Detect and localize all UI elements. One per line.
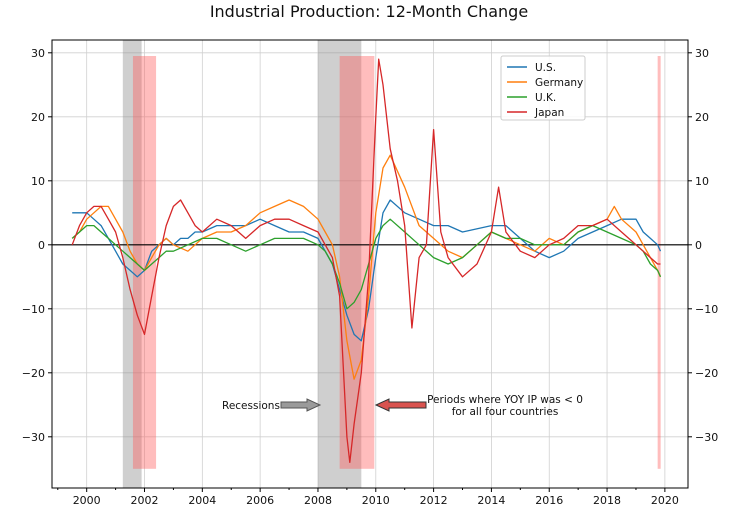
x-tick-label: 2016 (535, 494, 563, 507)
legend-label: U.K. (535, 92, 556, 104)
plot-frame (51, 39, 689, 489)
all-negative-band (657, 56, 661, 469)
y-tick-label-right: 10 (695, 175, 709, 188)
plot-area: 2000 2002 2004 2006 2008 2010 2012 2014 2016 2018… (22, 39, 718, 507)
annotation-allneg-line2: for all four countries (452, 406, 559, 418)
annotation-arrow-red (374, 398, 427, 412)
legend-box (500, 55, 586, 121)
x-tick-label: 2020 (651, 494, 679, 507)
legend-label: Germany (535, 77, 583, 89)
series-line-uk (71, 218, 662, 310)
legend-label: Japan (534, 107, 564, 119)
annotation-allneg-line1: Periods where YOY IP was < 0 (427, 394, 583, 406)
y-tick-label-left: 30 (31, 47, 45, 60)
x-tick-label: 2008 (304, 494, 332, 507)
x-tick-label: 2012 (420, 494, 448, 507)
y-tick-label-right: −10 (695, 303, 718, 316)
y-tick-label-left: 0 (38, 239, 45, 252)
y-tick-label-left: 20 (31, 111, 45, 124)
x-tick-label: 2002 (131, 494, 159, 507)
annotation-recessions: Recessions (222, 400, 280, 412)
x-tick-label: 2010 (362, 494, 390, 507)
x-tick-label: 2000 (73, 494, 101, 507)
x-tick-label: 2006 (246, 494, 274, 507)
recession-band (122, 40, 142, 488)
y-tick-label-left: −30 (22, 431, 45, 444)
annotation-arrow-gray (280, 398, 322, 412)
y-tick-label-right: 20 (695, 111, 709, 124)
y-tick-label-left: −10 (22, 303, 45, 316)
y-tick-label-left: 10 (31, 175, 45, 188)
y-tick-label-right: −30 (695, 431, 718, 444)
x-tick-label: 2014 (477, 494, 505, 507)
y-tick-label-right: 0 (695, 239, 702, 252)
series-line-japan (71, 58, 661, 464)
all-negative-band (132, 56, 157, 469)
x-tick-label: 2018 (593, 494, 621, 507)
y-tick-label-left: −20 (22, 367, 45, 380)
chart-title: Industrial Production: 12-Month Change (210, 2, 528, 21)
legend-label: U.S. (535, 62, 556, 74)
y-tick-label-right: −20 (695, 367, 718, 380)
x-tick-label: 2004 (188, 494, 216, 507)
recession-band (317, 40, 362, 488)
y-tick-label-right: 30 (695, 47, 709, 60)
